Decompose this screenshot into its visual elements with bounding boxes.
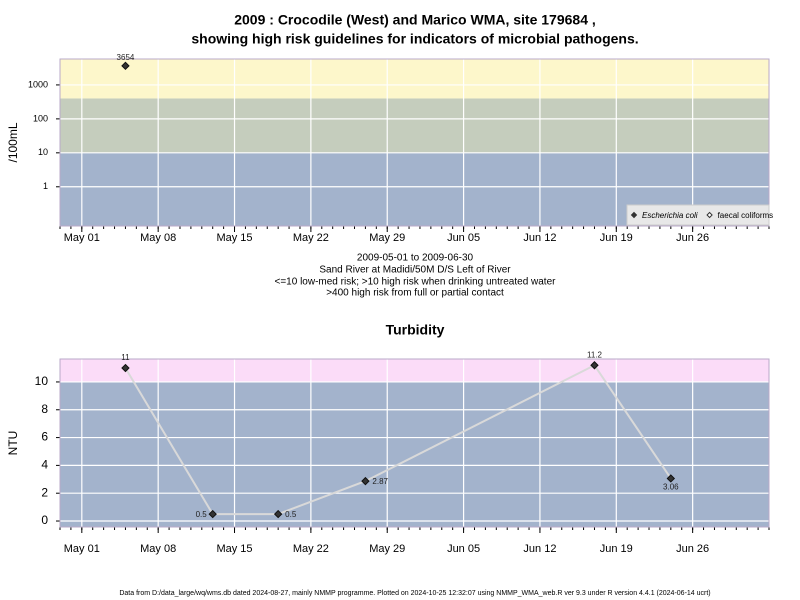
value-label: 3654 (117, 53, 135, 62)
plot-frame (59, 58, 770, 227)
point (666, 474, 676, 483)
risk-band (60, 359, 769, 382)
y-tick-label: 100 (33, 113, 48, 123)
legend-label: Escherichia coli (642, 211, 698, 220)
x-tick-label: May 08 (140, 543, 176, 555)
plot-frame (59, 358, 770, 528)
x-tick-label: Jun 19 (600, 232, 633, 244)
x-tick-label: May 01 (64, 232, 100, 244)
value-label: 2.87 (372, 477, 388, 486)
x-tick-label: May 22 (293, 232, 329, 244)
x-tick-label: May 15 (216, 232, 252, 244)
x-tick-label: Jun 12 (523, 232, 556, 244)
y-tick-label: 1 (43, 181, 48, 191)
x-tick-label: Jun 19 (600, 543, 633, 555)
chart-title: showing high risk guidelines for indicat… (191, 31, 638, 47)
x-tick-label: May 29 (369, 232, 405, 244)
x-tick-label: Jun 26 (676, 543, 709, 555)
risk-band (60, 98, 769, 153)
y-tick-label: 10 (38, 147, 48, 157)
value-label: 3.06 (663, 483, 679, 492)
point (273, 509, 283, 519)
risk-band (60, 59, 769, 99)
value-label: 11 (121, 353, 130, 362)
chart-title: 2009 : Crocodile (West) and Marico WMA, … (234, 12, 596, 28)
y-axis-label: /100mL (6, 122, 20, 162)
x-tick-label: Jun 12 (523, 543, 556, 555)
x-tick-label: May 08 (140, 232, 176, 244)
y-tick-label: 2 (41, 485, 48, 499)
x-tick-label: Jun 05 (447, 543, 480, 555)
legend-box (626, 204, 770, 226)
note: <=10 low-med risk; >10 high risk when dr… (275, 277, 557, 288)
y-tick-label: 8 (41, 402, 48, 416)
x-tick-label: May 15 (216, 543, 252, 555)
value-label: 0.5 (285, 510, 297, 519)
y-tick-label: 10 (35, 374, 49, 388)
note: >400 high risk from full or partial cont… (326, 288, 504, 299)
x-tick-label: May 22 (293, 543, 329, 555)
point (208, 509, 217, 519)
y-axis-label: NTU (6, 431, 20, 456)
point (121, 61, 130, 71)
note: 2009-05-01 to 2009-06-30 (357, 253, 474, 264)
point (590, 361, 599, 370)
value-label: 11.2 (587, 350, 603, 359)
legend-marker (630, 211, 638, 219)
footer: Data from D:/data_large/wq/wms.db dated … (119, 590, 710, 597)
point (361, 476, 370, 486)
x-tick-label: May 01 (64, 543, 100, 555)
y-tick-label: 0 (41, 513, 48, 527)
note: Sand River at Madidi/50M D/S Left of Riv… (319, 265, 511, 276)
chart-title: Turbidity (386, 322, 445, 338)
y-tick-label: 1000 (28, 79, 48, 89)
legend-label: faecal coliforms (718, 211, 774, 220)
point (121, 363, 130, 373)
risk-band (60, 381, 769, 527)
x-tick-label: Jun 05 (447, 232, 480, 244)
x-tick-label: Jun 26 (676, 232, 709, 244)
y-tick-label: 4 (41, 458, 48, 472)
legend-marker (706, 211, 713, 219)
series-line (124, 363, 672, 516)
x-tick-label: May 29 (369, 543, 405, 555)
value-label: 0.5 (196, 510, 208, 519)
y-tick-label: 6 (41, 430, 48, 444)
